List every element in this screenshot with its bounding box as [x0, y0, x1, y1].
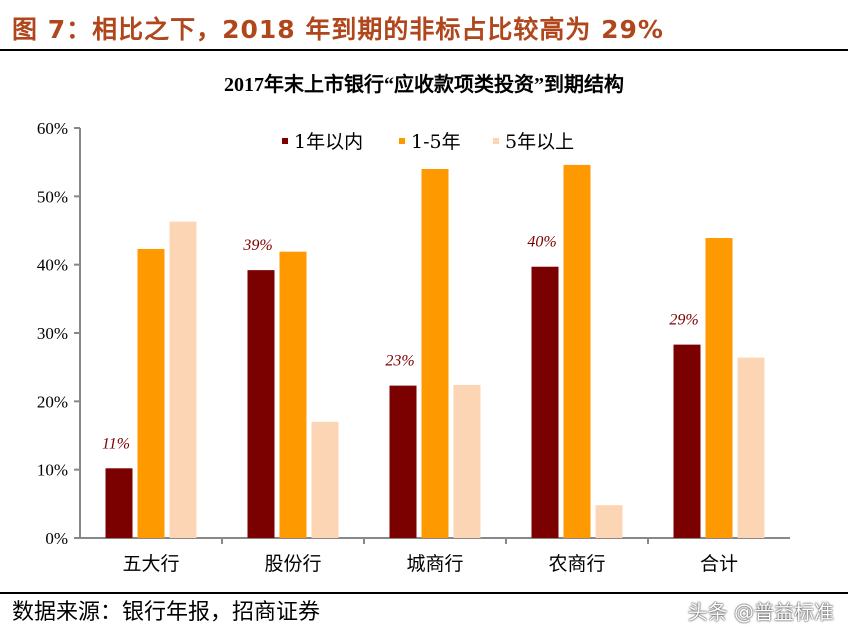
bar-2 — [137, 248, 165, 538]
data-label: 39% — [242, 237, 272, 254]
figure-title: 图 7：相比之下，2018 年到期的非标占比较高为 29% — [12, 15, 664, 44]
bar-3 — [737, 357, 765, 538]
y-tick-label: 60% — [37, 119, 68, 138]
top-rule — [0, 49, 848, 51]
x-tick-label: 股份行 — [264, 553, 321, 575]
bar-3 — [169, 221, 197, 538]
bar-1 — [389, 385, 417, 538]
bar-3 — [595, 505, 623, 538]
bar-3 — [453, 384, 481, 538]
data-label: 11% — [102, 435, 130, 452]
legend-swatch-3 — [493, 138, 499, 144]
bottom-rule — [0, 592, 848, 594]
x-tick-label: 农商行 — [548, 553, 605, 575]
legend-label: 1年以内 — [294, 131, 363, 153]
bar-1 — [673, 344, 701, 538]
source-note: 数据来源：银行年报，招商证券 — [12, 600, 321, 625]
y-tick-label: 20% — [37, 392, 68, 411]
legend-label: 1-5年 — [411, 131, 461, 153]
bar-1 — [531, 266, 559, 538]
y-tick-label: 30% — [37, 324, 68, 343]
x-tick-label: 合计 — [700, 553, 738, 575]
bar-2 — [705, 238, 733, 538]
y-tick-label: 50% — [37, 187, 68, 206]
bar-2 — [279, 251, 307, 538]
bar-2 — [421, 169, 449, 538]
watermark: 头条 @普益标准 — [687, 600, 834, 624]
data-label: 23% — [385, 353, 414, 370]
chart-title: 2017年末上市银行“应收款项类投资”到期结构 — [224, 74, 624, 96]
x-tick-label: 五大行 — [122, 553, 179, 575]
bar-2 — [563, 164, 591, 538]
data-label: 40% — [527, 234, 556, 251]
y-tick-label: 40% — [37, 256, 68, 275]
legend-label: 5年以上 — [505, 131, 574, 153]
y-tick-label: 0% — [45, 529, 68, 548]
bar-3 — [311, 421, 339, 538]
data-label: 29% — [669, 312, 698, 329]
bar-1 — [105, 468, 133, 538]
x-tick-label: 城商行 — [406, 553, 463, 575]
y-tick-label: 10% — [37, 461, 68, 480]
legend-swatch-2 — [399, 138, 405, 144]
legend-swatch-1 — [282, 138, 288, 144]
bar-1 — [247, 270, 275, 538]
